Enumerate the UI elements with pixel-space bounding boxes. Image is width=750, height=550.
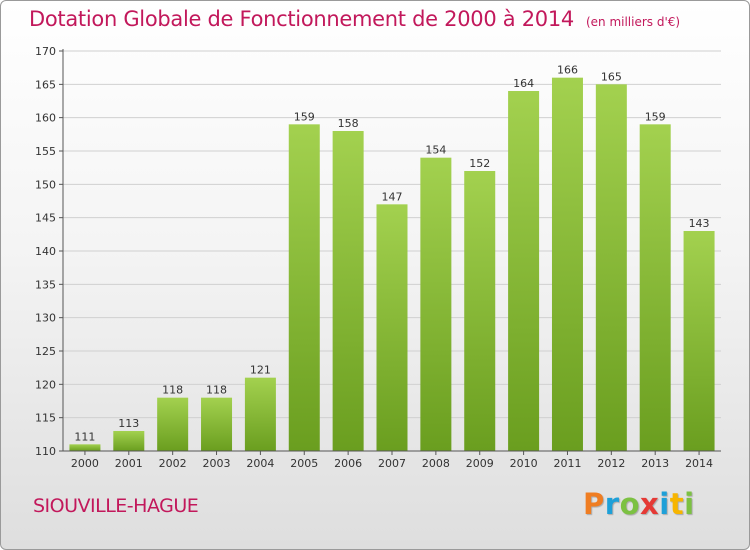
chart-subtitle: (en milliers d'€) [585, 15, 681, 29]
data-label: 164 [513, 77, 534, 90]
bar [288, 124, 320, 451]
x-tick-label: 2013 [641, 457, 669, 470]
data-label: 158 [338, 117, 359, 130]
x-tick-label: 2010 [510, 457, 538, 470]
x-tick-label: 2003 [203, 457, 231, 470]
x-tick-label: 2001 [115, 457, 143, 470]
data-label: 111 [74, 430, 95, 443]
data-label: 152 [469, 157, 490, 170]
bar [376, 204, 408, 451]
x-tick-label: 2004 [246, 457, 274, 470]
x-tick-label: 2014 [685, 457, 713, 470]
bar [508, 91, 540, 451]
y-tick-label: 110 [35, 445, 56, 458]
x-tick-label: 2009 [466, 457, 494, 470]
x-tick-label: 2000 [71, 457, 99, 470]
data-label: 159 [294, 110, 315, 123]
bar [420, 157, 452, 451]
data-label: 121 [250, 364, 271, 377]
data-labels: 111 113 118 118 121 159 158 147 154 152 164 166 165 1… [74, 64, 709, 444]
x-tick-label: 2012 [597, 457, 625, 470]
data-label: 118 [162, 384, 183, 397]
y-tick-label: 115 [35, 412, 56, 425]
y-tick-label: 165 [35, 78, 56, 91]
bar [639, 124, 671, 451]
chart-title: Dotation Globale de Fonctionnement de 20… [29, 7, 680, 31]
commune-name: SIOUVILLE-HAGUE [33, 495, 199, 517]
title-text: Dotation Globale de Fonctionnement de 20… [29, 7, 574, 31]
bars [69, 77, 715, 452]
y-tick-label: 170 [35, 45, 56, 58]
bar [201, 397, 233, 451]
y-tick-label: 155 [35, 145, 56, 158]
axes: 110 115 120 125 130 135 140 145 150 155 160 165 170 2… [35, 45, 721, 470]
data-label: 143 [689, 217, 710, 230]
y-tick-label: 150 [35, 178, 56, 191]
x-tick-label: 2011 [553, 457, 581, 470]
proxiti-logo[interactable]: Proxiti [583, 487, 695, 521]
data-label: 118 [206, 384, 227, 397]
x-tick-label: 2005 [290, 457, 318, 470]
bar [157, 397, 189, 451]
y-tick-label: 140 [35, 245, 56, 258]
data-label: 113 [118, 417, 139, 430]
bar [244, 377, 276, 451]
y-tick-label: 130 [35, 312, 56, 325]
bar [69, 444, 101, 451]
data-label: 159 [645, 110, 666, 123]
y-tick-label: 145 [35, 212, 56, 225]
data-label: 147 [382, 190, 403, 203]
x-tick-label: 2006 [334, 457, 362, 470]
y-tick-label: 120 [35, 378, 56, 391]
data-label: 165 [601, 70, 622, 83]
x-tick-label: 2002 [159, 457, 187, 470]
bar [464, 171, 496, 451]
x-tick-label: 2007 [378, 457, 406, 470]
bar [332, 131, 364, 451]
data-label: 154 [425, 144, 446, 157]
bar [551, 77, 583, 452]
y-tick-label: 135 [35, 278, 56, 291]
y-tick-label: 125 [35, 345, 56, 358]
y-tick-label: 160 [35, 112, 56, 125]
bar [113, 431, 145, 451]
x-tick-label: 2008 [422, 457, 450, 470]
bar [595, 84, 627, 451]
data-label: 166 [557, 64, 578, 77]
bar [683, 231, 715, 451]
